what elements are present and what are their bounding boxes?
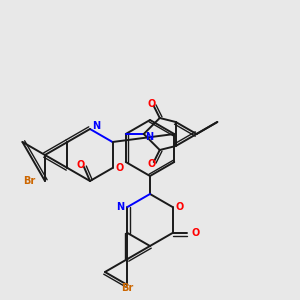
- Text: O: O: [116, 163, 124, 173]
- Text: N: N: [116, 202, 124, 212]
- Text: O: O: [77, 160, 85, 170]
- Text: O: O: [176, 202, 184, 212]
- Text: O: O: [148, 99, 156, 109]
- Text: Br: Br: [23, 176, 35, 186]
- Text: Br: Br: [122, 283, 134, 293]
- Text: N: N: [145, 132, 153, 142]
- Text: O: O: [148, 159, 156, 169]
- Text: N: N: [92, 121, 100, 131]
- Text: O: O: [191, 228, 200, 238]
